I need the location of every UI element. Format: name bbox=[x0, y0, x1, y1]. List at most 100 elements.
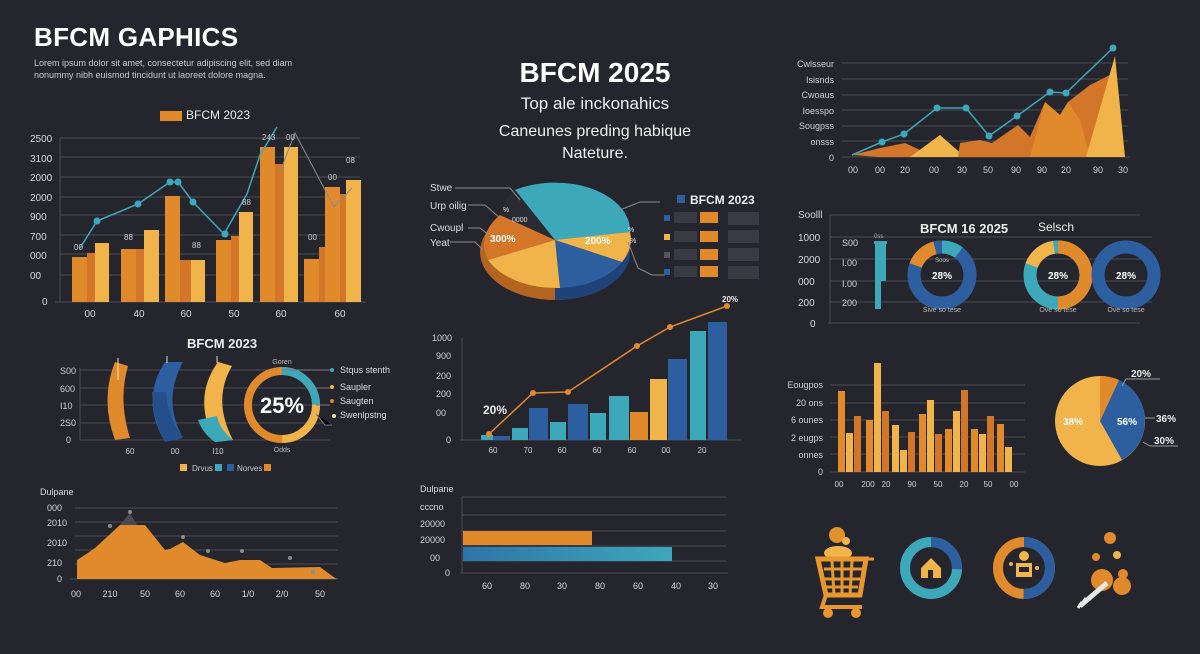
svg-text:I.00: I.00 bbox=[842, 258, 857, 268]
svg-text:1/0: 1/0 bbox=[242, 589, 255, 599]
svg-text:60: 60 bbox=[175, 589, 185, 599]
svg-text:20%: 20% bbox=[483, 403, 507, 417]
house-icon bbox=[900, 537, 962, 599]
pie-3d-chart: 300% 200% % 0000%% Stwe Urp oilig Cwoupl Y… bbox=[410, 170, 780, 310]
svg-text:60: 60 bbox=[633, 581, 643, 591]
svg-text:00: 00 bbox=[875, 165, 885, 175]
svg-text:20000: 20000 bbox=[420, 519, 445, 529]
svg-text:900: 900 bbox=[436, 351, 451, 361]
center-description: Caneunes preding habique Nateture. bbox=[498, 123, 692, 162]
svg-text:Saugten: Saugten bbox=[340, 396, 374, 406]
page-title: BFCM GAPHICS bbox=[34, 22, 239, 52]
svg-text:210: 210 bbox=[102, 589, 117, 599]
svg-text:36%: 36% bbox=[1156, 414, 1176, 425]
svg-text:3100: 3100 bbox=[30, 154, 53, 165]
area-svg: Dulpane 000 2010 2010 210 0 00 210 50 60 60 1/0 2/… bbox=[40, 487, 338, 599]
svg-text:00: 00 bbox=[662, 446, 671, 455]
svg-text:00: 00 bbox=[71, 589, 81, 599]
icon-row bbox=[790, 515, 1170, 630]
svg-text:onsss: onsss bbox=[810, 137, 834, 147]
svg-text:BFCM 16 2025: BFCM 16 2025 bbox=[920, 221, 1008, 236]
svg-text:00: 00 bbox=[835, 480, 844, 489]
svg-text:Soos: Soos bbox=[935, 258, 949, 264]
svg-text:200: 200 bbox=[861, 480, 875, 489]
svg-text:00: 00 bbox=[84, 309, 96, 320]
svg-text:0: 0 bbox=[829, 153, 834, 163]
svg-text:56%: 56% bbox=[1117, 417, 1137, 428]
pie-3d-svg: 300% 200% %0000%% Stwe Urp oilig Cwoupl Y… bbox=[430, 182, 759, 301]
svg-text:60: 60 bbox=[628, 446, 637, 455]
svg-text:210: 210 bbox=[47, 558, 62, 568]
svg-text:08: 08 bbox=[346, 156, 355, 165]
svg-text:%: % bbox=[503, 207, 509, 214]
svg-text:0: 0 bbox=[818, 467, 823, 477]
svg-text:0ss: 0ss bbox=[874, 234, 883, 240]
svg-text:0: 0 bbox=[66, 435, 71, 445]
svg-text:Isisnds: Isisnds bbox=[806, 75, 835, 85]
svg-text:40: 40 bbox=[133, 309, 145, 320]
svg-text:30%: 30% bbox=[1154, 436, 1174, 447]
svg-text:2000: 2000 bbox=[798, 255, 821, 266]
svg-text:2 eugps: 2 eugps bbox=[791, 433, 824, 443]
svg-text:Norves: Norves bbox=[237, 464, 262, 473]
svg-text:Urp oilig: Urp oilig bbox=[430, 201, 467, 212]
svg-text:Sougpss: Sougpss bbox=[799, 121, 835, 131]
grouped-bars-chart: Eougpos 20 ons 6 ounes 2 eugps onnes 0 00 200 2… bbox=[780, 355, 1030, 495]
svg-text:Dulpane: Dulpane bbox=[420, 484, 454, 494]
svg-text:50: 50 bbox=[228, 309, 240, 320]
svg-text:60: 60 bbox=[482, 581, 492, 591]
svg-text:Soolll: Soolll bbox=[798, 210, 822, 221]
svg-text:20: 20 bbox=[900, 165, 910, 175]
svg-text:50: 50 bbox=[983, 165, 993, 175]
svg-text:200: 200 bbox=[436, 371, 451, 381]
robot-shopper-icon bbox=[993, 537, 1055, 599]
svg-text:%: % bbox=[628, 227, 634, 234]
shopping-cart-icon bbox=[814, 527, 874, 618]
area-line-chart: Cwlsseur Isisnds Cwoaus Ioesspo Sougpss onsss… bbox=[780, 40, 1160, 180]
svg-text:28%: 28% bbox=[1048, 271, 1068, 282]
svg-text:I10: I10 bbox=[212, 447, 224, 456]
svg-text:Ioesspo: Ioesspo bbox=[802, 106, 834, 116]
svg-text:0: 0 bbox=[42, 297, 48, 308]
svg-text:00: 00 bbox=[328, 173, 337, 182]
area-chart: Dulpane 000 2010 2010 210 0 00 210 50 60 60 1/0 2/… bbox=[20, 480, 350, 610]
svg-text:200: 200 bbox=[842, 298, 857, 308]
key-coins-icon bbox=[1076, 532, 1131, 609]
horizontal-bar-chart: Dulpane cccno 20000 20000 00 0 60 80 30 80 60 40 3… bbox=[410, 475, 750, 605]
grouped-bars-svg: Eougpos 20 ons 6 ounes 2 eugps onnes 0 00 200 2… bbox=[787, 363, 1025, 489]
svg-text:28%: 28% bbox=[932, 271, 952, 282]
svg-text:300%: 300% bbox=[490, 234, 516, 245]
svg-text:90: 90 bbox=[1037, 165, 1047, 175]
svg-text:200: 200 bbox=[798, 298, 815, 309]
svg-text:90: 90 bbox=[908, 480, 917, 489]
svg-text:60: 60 bbox=[126, 447, 135, 456]
combo-bar-line-chart: BFCM 2023 2500 3100 2000 2000 900 700 000 00 0 bbox=[0, 100, 380, 325]
svg-text:1000: 1000 bbox=[432, 333, 452, 343]
svg-text:0: 0 bbox=[445, 568, 450, 578]
pie-chart: 38% 56% 20% 36% 30% bbox=[1030, 360, 1200, 480]
svg-text:28%: 28% bbox=[1116, 271, 1136, 282]
svg-text:50: 50 bbox=[140, 589, 150, 599]
svg-text:00: 00 bbox=[436, 408, 446, 418]
page-subtitle: Lorem ipsum dolor sit amet, consectetur … bbox=[34, 58, 293, 80]
svg-text:Ove so tese: Ove so tese bbox=[1107, 307, 1144, 314]
svg-text:Cwoaus: Cwoaus bbox=[801, 90, 834, 100]
svg-text:Cwlsseur: Cwlsseur bbox=[797, 59, 834, 69]
svg-text:I10: I10 bbox=[60, 401, 73, 411]
area-line-svg: Cwlsseur Isisnds Cwoaus Ioesspo Sougpss onsss… bbox=[797, 44, 1130, 175]
svg-text:2S0: 2S0 bbox=[60, 418, 76, 428]
svg-text:1000: 1000 bbox=[798, 233, 821, 244]
svg-text:Sive so tese: Sive so tese bbox=[923, 307, 961, 314]
svg-text:Cwoupl: Cwoupl bbox=[430, 223, 463, 234]
arcs-svg: BFCM 2023 S00 600 I10 2S0 0 25% Goren Odds S… bbox=[60, 336, 390, 473]
svg-text:onnes: onnes bbox=[798, 450, 823, 460]
svg-text:S00: S00 bbox=[842, 238, 858, 248]
svg-text:88: 88 bbox=[124, 233, 133, 242]
svg-text:50: 50 bbox=[315, 589, 325, 599]
svg-text:Yeat: Yeat bbox=[430, 238, 450, 249]
svg-text:20: 20 bbox=[1061, 165, 1071, 175]
svg-text:00: 00 bbox=[1010, 480, 1019, 489]
svg-text:60: 60 bbox=[210, 589, 220, 599]
svg-text:00: 00 bbox=[286, 133, 295, 142]
svg-text:00: 00 bbox=[848, 165, 858, 175]
